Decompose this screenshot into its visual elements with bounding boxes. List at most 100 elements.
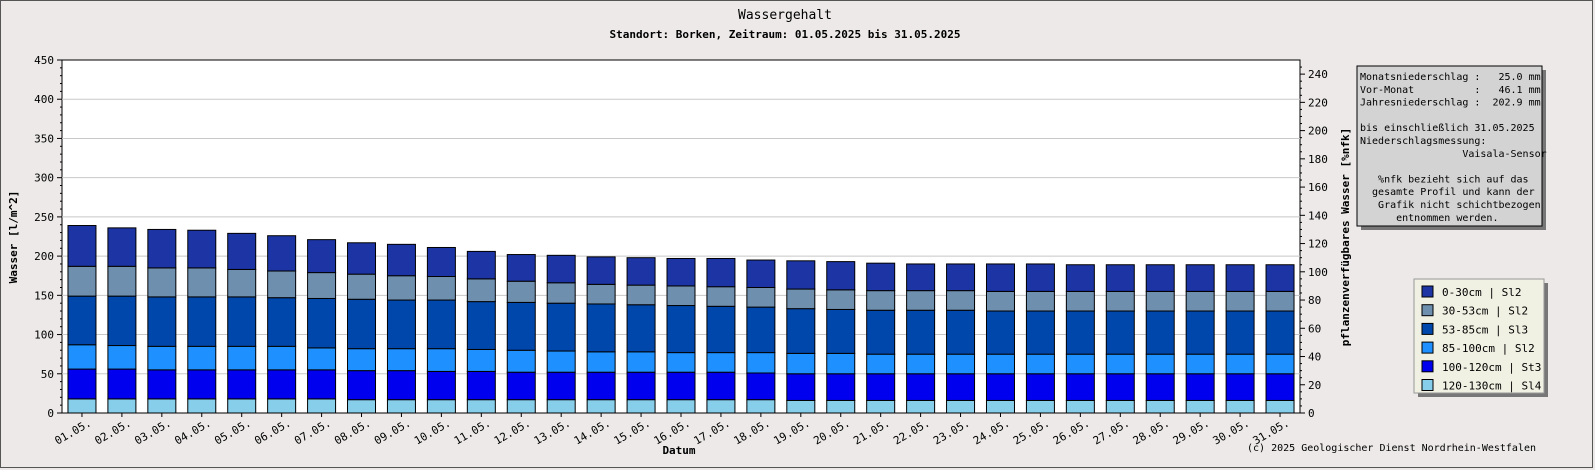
bar-segment xyxy=(1145,310,1175,355)
bar-segment xyxy=(426,276,456,301)
bar-segment xyxy=(1025,373,1055,401)
bar-segment xyxy=(187,229,217,269)
bar-segment xyxy=(1065,310,1095,355)
y-axis-right: 0 20 40 60 80 100 120 140 160 180 200 220 240 xyxy=(1300,66,1328,420)
bar-segment xyxy=(107,398,137,414)
bar-segment xyxy=(307,297,337,349)
info-line: Vor-Monat : 46.1 mm xyxy=(1360,85,1541,96)
legend-swatch xyxy=(1421,360,1434,373)
x-tick-label: 01.05. xyxy=(53,416,94,447)
bar-segment xyxy=(706,371,736,401)
y-right-tick-label: 100 xyxy=(1308,266,1328,279)
x-tick-label: 23.05. xyxy=(931,416,972,447)
bar-segment xyxy=(1105,353,1135,375)
bar-segment xyxy=(147,369,177,400)
bar-segment xyxy=(985,373,1015,401)
y-right-tick-label: 40 xyxy=(1308,351,1321,364)
bar-segment xyxy=(866,353,896,375)
bar-segment xyxy=(786,352,816,375)
x-tick-label: 21.05. xyxy=(851,416,892,447)
bar-segment xyxy=(946,353,976,375)
bar-segment xyxy=(866,373,896,401)
legend-box xyxy=(1413,278,1545,394)
bar-segment xyxy=(626,371,656,401)
bar-segment xyxy=(267,235,297,272)
bar-segment xyxy=(1225,399,1255,414)
bar-segment xyxy=(1065,264,1095,292)
info-line: Grafik nicht schichtbezogen xyxy=(1360,200,1541,211)
x-tick-label: 22.05. xyxy=(891,416,932,447)
bar-segment xyxy=(1185,399,1215,414)
bar-segment xyxy=(426,299,456,350)
bar-segment xyxy=(227,398,257,414)
bar-segment xyxy=(985,310,1015,355)
y-axis-label-left: Wasser [l/m^2] xyxy=(7,191,20,284)
bar-segment xyxy=(1025,263,1055,292)
info-box xyxy=(1356,65,1543,227)
bar-segment xyxy=(347,399,377,414)
bar-segment xyxy=(1185,310,1215,355)
bar-segment xyxy=(227,232,257,270)
x-tick-label: 24.05. xyxy=(971,416,1012,447)
bar-segment xyxy=(187,296,217,347)
bar-segment xyxy=(826,373,856,401)
x-tick-label: 15.05. xyxy=(612,416,653,447)
x-tick-label: 11.05. xyxy=(452,416,493,447)
bar-segment xyxy=(147,345,177,371)
bar-segment xyxy=(906,290,936,311)
bar-segment xyxy=(307,239,337,274)
x-tick-label: 19.05. xyxy=(771,416,812,447)
bar-segment xyxy=(67,344,97,370)
bar-segment xyxy=(1185,264,1215,292)
bar-segment xyxy=(307,347,337,371)
bar-segment xyxy=(347,273,377,300)
bar-segment xyxy=(1265,373,1295,401)
legend-label: 53-85cm | Sl3 xyxy=(1442,323,1528,336)
bar-segment xyxy=(386,299,416,350)
bar-segment xyxy=(786,308,816,354)
bar-segment xyxy=(746,372,776,401)
chart-subtitle: Standort: Borken, Zeitraum: 01.05.2025 b… xyxy=(610,28,961,41)
y-tick-label: 0 xyxy=(47,407,54,420)
bar-segment xyxy=(227,296,257,347)
y-tick-label: 350 xyxy=(34,132,54,145)
bar-segment xyxy=(1065,353,1095,375)
info-line: Vaisala-Sensor xyxy=(1360,149,1547,160)
bar-segment xyxy=(227,369,257,400)
bar-segment xyxy=(666,399,696,414)
bar-segment xyxy=(1145,373,1175,401)
bar-segment xyxy=(107,227,137,267)
bar-segment xyxy=(67,368,97,400)
bar-segment xyxy=(506,301,536,351)
bar-segment xyxy=(1065,290,1095,312)
bar-segment xyxy=(466,399,496,414)
bars-group xyxy=(67,225,1295,414)
bar-segment xyxy=(187,345,217,371)
bar-segment xyxy=(466,370,496,401)
bar-segment xyxy=(826,289,856,310)
bar-segment xyxy=(1025,310,1055,355)
x-tick-label: 09.05. xyxy=(372,416,413,447)
bar-segment xyxy=(1105,310,1135,355)
x-tick-label: 20.05. xyxy=(811,416,852,447)
bar-segment xyxy=(1185,373,1215,401)
bar-segment xyxy=(466,348,496,372)
bar-segment xyxy=(706,305,736,354)
bar-segment xyxy=(1145,290,1175,312)
bar-segment xyxy=(107,345,137,370)
bar-segment xyxy=(666,257,696,287)
legend: 0-30cm | Sl2 30-53cm | Sl2 53-85cm | Sl3 85… xyxy=(1421,285,1542,393)
bar-segment xyxy=(786,399,816,414)
bar-segment xyxy=(786,288,816,310)
bar-segment xyxy=(466,301,496,350)
bar-segment xyxy=(946,309,976,355)
y-tick-label: 150 xyxy=(34,289,54,302)
bar-segment xyxy=(906,353,936,375)
bar-segment xyxy=(506,399,536,414)
bar-segment xyxy=(1225,373,1255,401)
bar-segment xyxy=(1225,290,1255,312)
bar-segment xyxy=(666,285,696,307)
bar-segment xyxy=(946,373,976,401)
x-tick-label: 14.05. xyxy=(572,416,613,447)
